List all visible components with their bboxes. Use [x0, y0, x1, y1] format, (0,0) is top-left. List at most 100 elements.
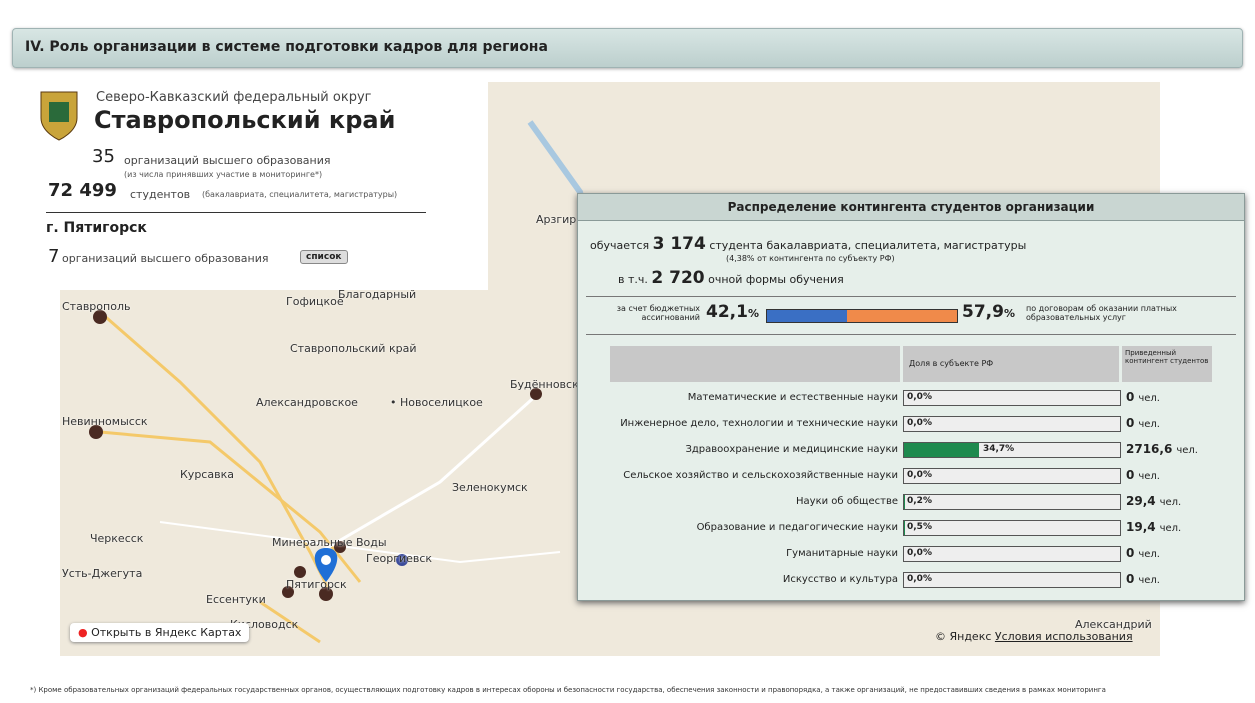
map-label: Пятигорск [286, 578, 347, 591]
fulltime-suffix: очной формы обучения [708, 273, 844, 286]
count-unit: чел. [1160, 523, 1182, 534]
split-bar [766, 309, 958, 323]
share-label: 34,7% [983, 444, 1014, 454]
share-bar: 0,5% [903, 520, 1121, 536]
map-label: Ставрополь [62, 300, 130, 313]
row-name: Гуманитарные науки [598, 548, 898, 559]
count-value: 0 [1126, 468, 1134, 482]
section-header: IV. Роль организации в системе подготовк… [12, 28, 1243, 68]
city-orgs-count: 7 [48, 246, 59, 267]
row-name: Образование и педагогические науки [598, 522, 898, 533]
budget-unit: % [748, 307, 759, 320]
students: 3 174 [653, 234, 706, 254]
count: 0 чел. [1126, 390, 1160, 404]
count: 0 чел. [1126, 572, 1160, 586]
count-value: 29,4 [1126, 494, 1156, 508]
count-value: 0 [1126, 390, 1134, 404]
region-info: Северо-Кавказский федеральный округ Став… [30, 82, 488, 290]
share-bar: 0,0% [903, 468, 1121, 484]
row-name: Здравоохранение и медицинские науки [598, 444, 898, 455]
share-label: 0,0% [907, 392, 932, 402]
divider [586, 296, 1236, 297]
share-label: 0,0% [907, 418, 932, 428]
share-fill [904, 443, 979, 457]
coat-of-arms [35, 84, 83, 142]
share-bar: 0,0% [903, 546, 1121, 562]
study-prefix: обучается [590, 239, 649, 252]
study-suffix: студента бакалавриата, специалитета, маг… [709, 239, 1026, 252]
count-unit: чел. [1138, 471, 1160, 482]
district: Северо-Кавказский федеральный округ [96, 90, 371, 105]
share-fill [904, 521, 905, 535]
row-name: Инженерное дело, технологии и технически… [598, 418, 898, 429]
orgs-label: организаций высшего образования [124, 154, 331, 167]
map-label: Ставропольский край [290, 342, 416, 355]
share-bar: 0,0% [903, 416, 1121, 432]
orgs-count: 35 [92, 146, 115, 167]
map-label: Курсавка [180, 468, 234, 481]
pin-icon: ● [78, 626, 91, 639]
map-credits: © Яндекс Условия использования [935, 630, 1133, 643]
count-value: 0 [1126, 546, 1134, 560]
share-bar: 34,7% [903, 442, 1121, 458]
count-unit: чел. [1138, 419, 1160, 430]
contract-label: по договорам об оказании платных образов… [1026, 304, 1196, 322]
map-label: Зеленокумск [452, 481, 528, 494]
divider [46, 212, 426, 213]
map-label: • Новоселицкое [390, 396, 483, 409]
distribution-panel: Распределение контингента студентов орга… [577, 193, 1245, 601]
count-value: 2716,6 [1126, 442, 1172, 456]
count-unit: чел. [1138, 549, 1160, 560]
share-bar: 0,0% [903, 390, 1121, 406]
list-button[interactable]: список [300, 250, 348, 264]
count-value: 19,4 [1126, 520, 1156, 534]
count-value: 0 [1126, 572, 1134, 586]
row-name: Искусство и культура [598, 574, 898, 585]
students-note: (бакалавриата, специалитета, магистратур… [202, 190, 397, 199]
count: 19,4 чел. [1126, 520, 1181, 534]
fulltime: 2 720 [651, 268, 704, 288]
divider [586, 334, 1236, 335]
region-name: Ставропольский край [94, 106, 395, 134]
map-label: Невинномысск [62, 415, 148, 428]
map-label: Минеральные Воды [272, 536, 387, 549]
map-label: Гофицкое [286, 295, 344, 308]
copyright: © Яндекс [935, 630, 991, 643]
row-name: Математические и естественные науки [598, 392, 898, 403]
count-unit: чел. [1138, 393, 1160, 404]
count: 2716,6 чел. [1126, 442, 1198, 456]
count: 0 чел. [1126, 546, 1160, 560]
share-label: 0,5% [907, 522, 932, 532]
count-unit: чел. [1138, 575, 1160, 586]
city-orgs-label: организаций высшего образования [62, 252, 269, 265]
map-label: Арзгир [536, 213, 576, 226]
students-label: студентов [130, 188, 190, 201]
orgs-note: (из числа принявших участие в мониторинг… [124, 170, 322, 179]
footnote: *) Кроме образовательных организаций фед… [30, 686, 1245, 694]
budget-label: за счет бюджетных ассигнований [590, 304, 700, 322]
row-name: Науки об обществе [598, 496, 898, 507]
map-label: Ессентуки [206, 593, 266, 606]
row-name: Сельское хозяйство и сельскохозяйственны… [598, 470, 898, 481]
contract-unit: % [1004, 307, 1015, 320]
share-bar: 0,0% [903, 572, 1121, 588]
map-label: Усть-Джегута [62, 567, 142, 580]
page: {"header":{"title":"IV. Роль организации… [0, 0, 1255, 703]
header-cell [610, 346, 900, 382]
map-label: Александровское [256, 396, 358, 409]
share-label: 0,0% [907, 548, 932, 558]
section-title: IV. Роль организации в системе подготовк… [25, 39, 548, 55]
open-map-text: Открыть в Яндекс Картах [91, 626, 241, 639]
open-map-link[interactable]: ● Открыть в Яндекс Картах [70, 623, 249, 642]
contract-value: 57,9 [962, 302, 1004, 322]
count: 0 чел. [1126, 468, 1160, 482]
split-segment [767, 310, 847, 322]
fulltime-prefix: в т.ч. [618, 273, 648, 286]
count-unit: чел. [1176, 445, 1198, 456]
col-count: Приведенный контингент студентов [1122, 346, 1212, 382]
city: г. Пятигорск [46, 220, 147, 236]
share-note: (4,38% от контингента по субъекту РФ) [726, 254, 895, 263]
map-label: Черкесск [90, 532, 143, 545]
terms-link[interactable]: Условия использования [995, 630, 1133, 643]
